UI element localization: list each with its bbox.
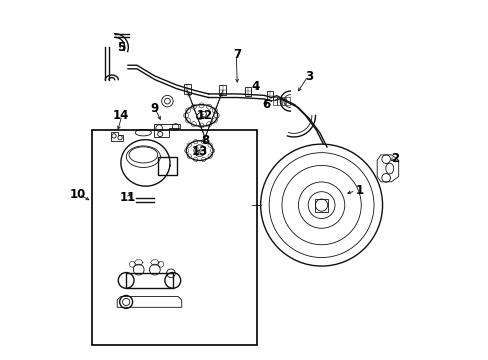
Text: 5: 5 [117, 41, 124, 54]
Bar [285, 97, 289, 105]
Bar [281, 97, 285, 105]
Text: 12: 12 [197, 109, 213, 122]
Text: 4: 4 [251, 80, 259, 93]
Bar [158, 157, 177, 175]
Bar [277, 97, 281, 105]
Bar [219, 85, 226, 95]
Text: 2: 2 [390, 152, 398, 165]
Text: 11: 11 [120, 192, 136, 204]
Bar [92, 130, 257, 345]
Bar [273, 97, 276, 105]
Text: 10: 10 [69, 188, 86, 201]
Text: 1: 1 [354, 184, 363, 197]
Text: 14: 14 [112, 109, 129, 122]
Text: 7: 7 [233, 48, 241, 61]
Text: 6: 6 [262, 98, 269, 111]
Text: 3: 3 [305, 69, 312, 82]
Text: 8: 8 [201, 134, 209, 147]
Bar [126, 273, 172, 288]
Bar [266, 91, 272, 100]
Bar [183, 84, 190, 94]
Text: 13: 13 [191, 145, 207, 158]
Text: 9: 9 [150, 102, 159, 115]
Bar [314, 199, 327, 212]
Bar [244, 87, 251, 96]
